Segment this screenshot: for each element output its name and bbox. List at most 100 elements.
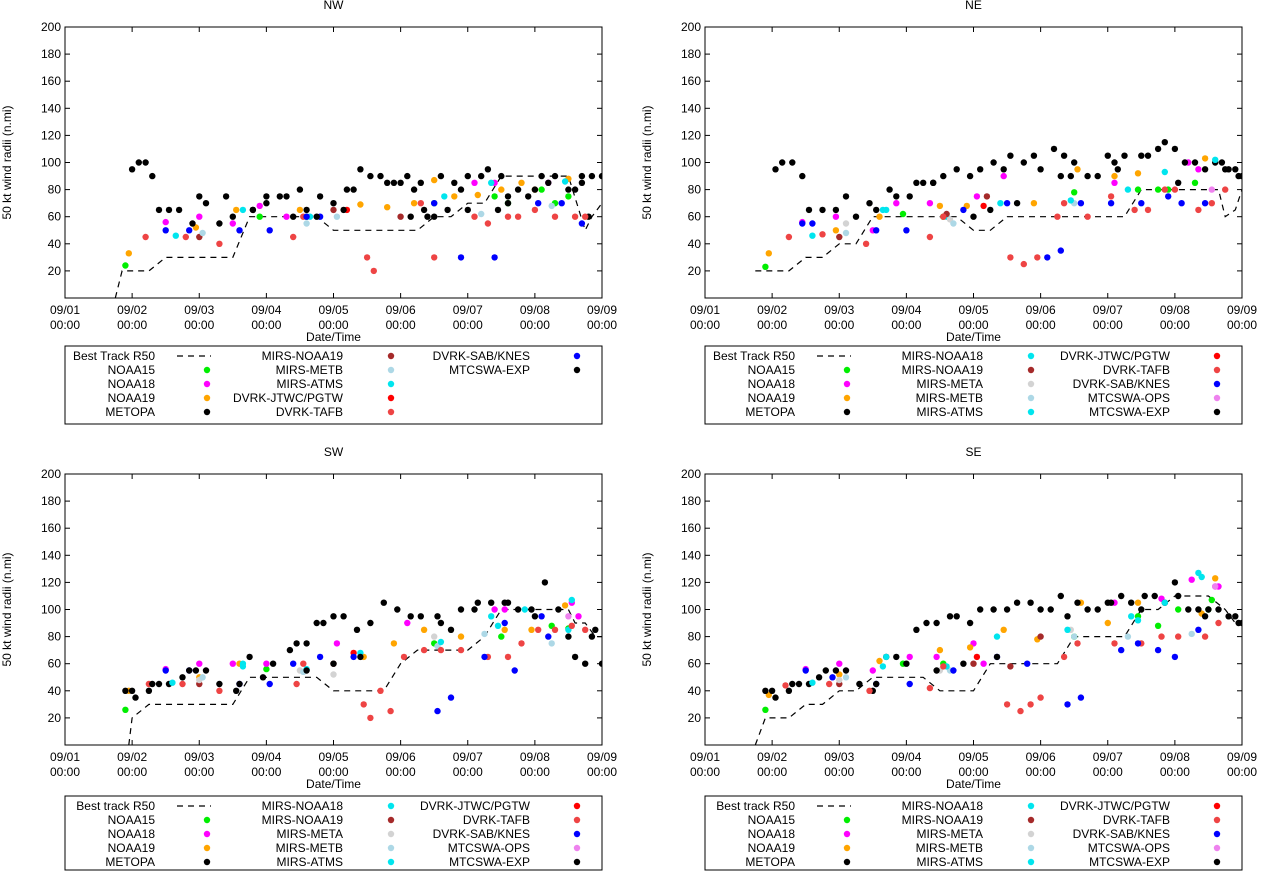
point-mirs-atms <box>809 232 816 239</box>
x-tick-time: 00:00 <box>386 318 416 332</box>
point-metopa <box>1084 606 1091 613</box>
point-metopa <box>990 159 997 166</box>
point-metopa <box>1020 159 1027 166</box>
point-mirs-noaa18 <box>879 663 887 670</box>
y-tick-label: 160 <box>41 74 61 88</box>
y-tick-label: 200 <box>681 20 701 34</box>
point-metopa <box>397 179 404 186</box>
legend-label: MTCSWA-OPS <box>448 841 530 855</box>
y-tick-label: 160 <box>681 74 701 88</box>
point-dvrk-tafb <box>417 200 424 207</box>
x-tick-time: 00:00 <box>757 318 787 332</box>
point-metopa <box>1037 166 1044 173</box>
data-layer <box>122 579 602 745</box>
point-mirs-meta <box>836 676 843 684</box>
point-dvrk-tafb <box>437 646 445 654</box>
point-mirs-metb <box>481 630 488 638</box>
point-metopa <box>940 172 947 180</box>
point-dvrk-sab-knes <box>1107 200 1115 207</box>
point-noaa15 <box>122 706 129 713</box>
y-tick-label: 200 <box>681 467 701 481</box>
y-tick-label: 200 <box>41 20 61 34</box>
legend-marker <box>1213 802 1221 810</box>
chart-sw: SW2040608010012014016018020009/0100:0009… <box>0 445 617 871</box>
legend-label: DVRK-JTWC/PGTW <box>1060 349 1171 363</box>
x-axis-label: Date/Time <box>306 330 361 344</box>
point-dvrk-tafb <box>1131 206 1138 214</box>
point-metopa <box>404 172 411 180</box>
point-metopa <box>196 193 203 200</box>
point-noaa15 <box>122 262 129 269</box>
x-tick-time: 00:00 <box>50 765 80 779</box>
point-metopa <box>1218 159 1226 166</box>
point-dvrk-sab-knes <box>511 667 518 674</box>
point-mtcswa-exp <box>175 206 183 214</box>
point-metopa <box>571 186 579 193</box>
chart-se: SE2040608010012014016018020009/0100:0009… <box>640 445 1257 871</box>
point-noaa18 <box>973 193 981 200</box>
point-mirs-atms <box>1198 573 1205 581</box>
point-dvrk-tafb <box>866 687 873 694</box>
point-metopa <box>966 172 974 180</box>
point-metopa <box>464 172 471 180</box>
legend-label: MIRS-NOAA19 <box>262 349 344 363</box>
point-dvrk-tafb <box>926 684 934 692</box>
point-dvrk-tafb <box>1074 640 1081 647</box>
point-mtcswa-exp <box>407 213 414 220</box>
point-dvrk-sab-knes <box>266 227 273 234</box>
point-metopa <box>1013 599 1021 606</box>
point-dvrk-tafb <box>377 687 384 694</box>
point-mtcswa-exp <box>276 193 283 200</box>
point-mtcswa-exp <box>186 667 193 674</box>
legend-marker <box>573 816 581 824</box>
legend-label: MIRS-NOAA19 <box>902 813 984 827</box>
x-tick-date: 09/01 <box>690 303 720 317</box>
point-mirs-metb <box>842 674 850 681</box>
legend-label: MIRS-META <box>917 827 983 841</box>
point-mtcswa-ops <box>1212 583 1219 590</box>
point-noaa19 <box>1201 155 1209 162</box>
point-metopa <box>1047 606 1054 613</box>
point-metopa <box>1000 166 1007 173</box>
legend-label: NOAA15 <box>108 363 156 377</box>
legend-marker <box>203 380 211 388</box>
legend-label: DVRK-SAB/KNES <box>1073 377 1170 391</box>
point-dvrk-sab-knes <box>1077 694 1085 701</box>
point-noaa19 <box>936 646 944 654</box>
legend-marker <box>387 366 395 374</box>
x-tick-date: 09/05 <box>318 303 348 317</box>
point-dvrk-tafb <box>504 653 512 661</box>
point-dvrk-sab-knes <box>809 220 816 227</box>
point-metopa <box>149 172 156 180</box>
point-mtcswa-exp <box>866 200 873 207</box>
y-tick-label: 160 <box>41 521 61 535</box>
point-noaa15 <box>263 665 270 673</box>
point-noaa19 <box>296 206 304 214</box>
point-metopa <box>451 179 458 186</box>
y-tick-label: 40 <box>688 684 702 698</box>
point-metopa <box>1094 606 1101 613</box>
x-tick-date: 09/04 <box>251 750 281 764</box>
point-metopa <box>815 674 823 681</box>
point-metopa <box>913 179 920 186</box>
legend-label: MIRS-METB <box>916 391 983 405</box>
point-dvrk-tafb <box>535 626 542 633</box>
point-noaa18 <box>196 213 203 220</box>
x-tick-time: 00:00 <box>117 765 147 779</box>
point-metopa <box>233 687 240 694</box>
point-metopa <box>269 660 277 667</box>
point-dvrk-sab-knes <box>558 200 565 207</box>
x-tick-time: 00:00 <box>958 318 988 332</box>
point-dvrk-tafb <box>514 213 522 220</box>
point-metopa <box>525 193 532 200</box>
point-mirs-atms <box>883 206 890 214</box>
legend-label: MIRS-NOAA18 <box>902 349 984 363</box>
x-tick-date: 09/01 <box>50 303 80 317</box>
y-tick-label: 140 <box>681 101 701 115</box>
point-noaa18 <box>926 200 934 207</box>
point-mirs-meta <box>330 671 337 678</box>
legend-marker <box>1213 830 1221 838</box>
point-dvrk-sab-knes <box>316 653 324 661</box>
legend-label: MIRS-NOAA19 <box>262 813 344 827</box>
point-mtcswa-exp <box>1232 613 1239 620</box>
